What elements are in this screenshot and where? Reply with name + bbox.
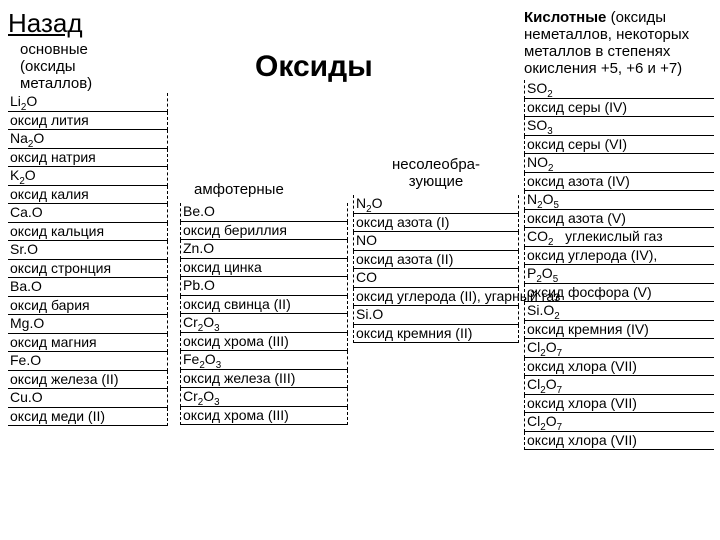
name-row: оксид магния [8,334,168,353]
formula-row: Cr2O3 [180,314,348,333]
formula-row: Mg.O [8,315,168,334]
column-acidic: Кислотные (оксидынеметаллов, некоторыхме… [524,8,714,450]
column-nonsalt-rows: N2Oоксид азота (I)NOоксид азота (II)COок… [353,195,519,343]
formula-row: Zn.O [180,240,348,259]
column-amphoteric: амфотерные Be.Oоксид бериллияZn.Oоксид ц… [180,180,348,425]
name-row: оксид свинца (II) [180,296,348,315]
formula-row: Cl2O7 [524,376,714,395]
back-link[interactable]: Назад [8,8,83,39]
formula-row: K2O [8,167,168,186]
column-acidic-header: Кислотные (оксидынеметаллов, некоторыхме… [524,8,714,78]
name-row: оксид кремния (II) [353,325,519,344]
name-row: оксид натрия [8,149,168,168]
formula-row: SO3 [524,117,714,136]
formula-row: N2O [353,195,519,214]
column-amphoteric-rows: Be.Oоксид бериллияZn.Oоксид цинкаPb.Oокс… [180,203,348,425]
column-basic-header: основные(оксидыметаллов) [20,40,168,93]
column-acidic-rows: SO2оксид серы (IV)SO3оксид серы (VI)NO2о… [524,80,714,450]
formula-row: CO [353,269,519,288]
column-basic-rows: Li2Oоксид литияNa2Oоксид натрияK2Oоксид … [8,93,168,426]
name-row: оксид углерода (IV), [524,247,714,266]
name-row: оксид фосфора (V) [524,284,714,303]
formula-row: Li2O [8,93,168,112]
column-basic: основные(оксидыметаллов) Li2Oоксид лития… [8,40,168,426]
column-nonsalt-header: несолеобра-зующие [353,155,519,191]
formula-row: Sr.O [8,241,168,260]
formula-row: N2O5 [524,191,714,210]
name-row: оксид стронция [8,260,168,279]
name-row: оксид кремния (IV) [524,321,714,340]
name-row: оксид азота (II) [353,251,519,270]
name-row: оксид хлора (VII) [524,432,714,451]
column-amphoteric-header: амфотерные [194,180,348,199]
name-row: оксид азота (IV) [524,173,714,192]
formula-row: Fe2O3 [180,351,348,370]
formula-row: Cu.O [8,389,168,408]
name-row: оксид калия [8,186,168,205]
column-nonsalt: несолеобра-зующие N2Oоксид азота (I)NOок… [353,155,519,343]
formula-row: SO2 [524,80,714,99]
name-row: оксид хлора (VII) [524,395,714,414]
name-row: оксид азота (I) [353,214,519,233]
formula-row: Cl2O7 [524,413,714,432]
formula-row: NO2 [524,154,714,173]
name-row: оксид цинка [180,259,348,278]
name-row: оксид кальция [8,223,168,242]
name-row: оксид углерода (II), угарный газ [353,288,519,307]
name-row: оксид бария [8,297,168,316]
formula-row: Si.O2 [524,302,714,321]
name-row: оксид азота (V) [524,210,714,229]
formula-row: CO2 углекислый газ [524,228,714,247]
name-row: оксид меди (II) [8,408,168,427]
name-row: оксид хлора (VII) [524,358,714,377]
formula-row: Be.O [180,203,348,222]
formula-row: Ba.O [8,278,168,297]
name-row: оксид хрома (III) [180,407,348,426]
formula-row: Cr2O3 [180,388,348,407]
formula-row: NO [353,232,519,251]
name-row: оксид хрома (III) [180,333,348,352]
formula-row: Si.O [353,306,519,325]
name-row: оксид железа (III) [180,370,348,389]
name-row: оксид лития [8,112,168,131]
name-row: оксид серы (VI) [524,136,714,155]
name-row: оксид бериллия [180,222,348,241]
formula-row: Pb.O [180,277,348,296]
name-row: оксид железа (II) [8,371,168,390]
page-title: Оксиды [255,50,373,84]
formula-row: Na2O [8,130,168,149]
name-row: оксид серы (IV) [524,99,714,118]
formula-row: Cl2O7 [524,339,714,358]
formula-row: Ca.O [8,204,168,223]
formula-row: Fe.O [8,352,168,371]
formula-row: P2O5 [524,265,714,284]
